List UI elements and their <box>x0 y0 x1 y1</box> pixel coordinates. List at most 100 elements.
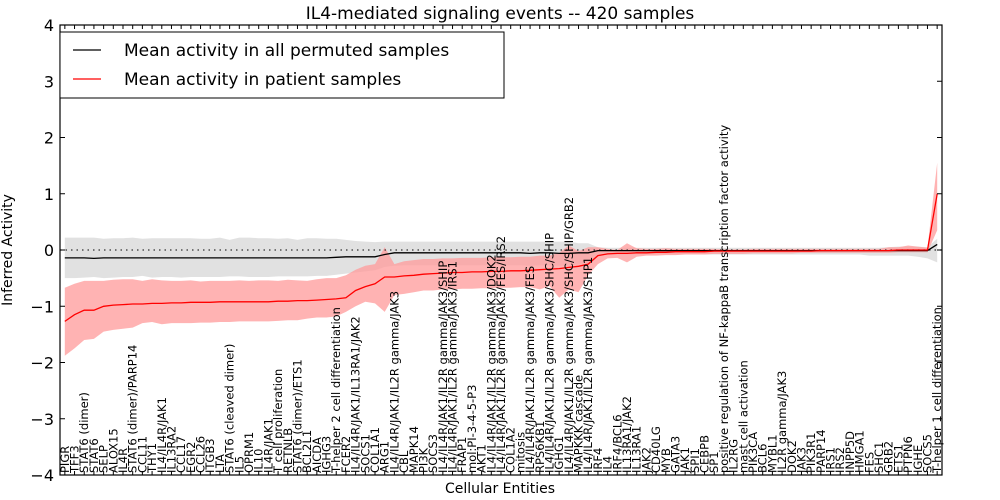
entity-label: CBL <box>397 450 411 473</box>
entity-label: PARP14 <box>814 429 828 473</box>
chart-title: IL4-mediated signaling events -- 420 sam… <box>306 4 695 24</box>
entity-label: DOK2 <box>785 440 799 473</box>
entity-label: FCER2 <box>339 436 353 473</box>
y-tick-label: −2 <box>30 354 54 373</box>
entity-label: TFF3 <box>68 445 82 474</box>
entity-label: IL2RG <box>727 439 741 473</box>
band-patient <box>64 162 938 356</box>
entity-label: IL10 <box>252 449 266 473</box>
entity-label: AICDA <box>310 437 324 473</box>
entity-label: IL4/IL4R/JAK1/IL2R gamma/JAK3/FES/IRS2 <box>494 236 508 473</box>
entity-label: IL4/IL4R/JAK1/IL2R gamma/JAK3/SHC/SHIP/G… <box>562 197 576 473</box>
entity-label: INPP5D <box>843 431 857 473</box>
entity-label: IGHG3 <box>320 436 334 473</box>
entity-label: COL1A2 <box>504 427 518 473</box>
entity-label: PIK3CA <box>746 432 760 473</box>
entity-label: ITGB3 <box>203 438 217 473</box>
y-tick-label: −1 <box>30 297 54 316</box>
entity-label: PIK3R1 <box>804 433 818 474</box>
entity-label: IL13RA1/JAK2 <box>620 396 634 473</box>
entity-label: IRF4/BCL6 <box>610 414 624 473</box>
entity-label: IGHG1 <box>552 436 566 473</box>
entity-label: RETNLB <box>281 428 295 473</box>
entity-label: IL13RA2 <box>165 426 179 473</box>
entity-label: STAT6 (cleaved dimer) <box>223 344 237 473</box>
entity-label: T-helper 2 cell differentiation <box>329 307 343 474</box>
legend-box <box>59 31 505 99</box>
entity-label: MYB <box>659 448 673 473</box>
y-tick-label: 0 <box>44 241 54 260</box>
entity-label: SPI1 <box>688 448 702 473</box>
entity-label: IGHE <box>911 445 925 473</box>
y-axis-label: Inferred Activity <box>0 194 16 306</box>
entity-label: CCL11 <box>135 436 149 473</box>
entity-label: COL1A1 <box>368 427 382 473</box>
y-tick-label: 1 <box>44 185 54 204</box>
y-tick-label: 4 <box>44 16 54 35</box>
entity-label: SELP <box>97 445 111 473</box>
entity-label: HMGA1 <box>853 430 867 473</box>
entity-label: BCL2L1 <box>300 430 314 473</box>
entity-label: SOCS3 <box>426 434 440 473</box>
y-tick-label: 2 <box>44 129 54 148</box>
entity-label: CD40LG <box>649 426 663 473</box>
entity-label: IL4/IL4R/JAK1/IL2R gamma/JAK3/SHP1 <box>581 257 595 473</box>
entity-label: RPS6KB1 <box>533 421 547 473</box>
x-axis-ticks <box>64 25 938 475</box>
entity-label: IL4R <box>116 448 130 473</box>
entity-label: IL4/IL4R/JAK1 <box>155 397 169 473</box>
entity-label: positive regulation of NF-kappaB transcr… <box>717 125 731 473</box>
entity-label: THY1 <box>145 443 159 474</box>
y-tick-label: −3 <box>30 410 54 429</box>
entity-label: GATA3 <box>669 436 683 473</box>
entity-label: JAK2 <box>639 447 653 474</box>
entity-label: CEBPB <box>698 435 712 473</box>
entity-label: IL5 <box>232 456 246 473</box>
entity-label: FRAP1 <box>455 437 469 473</box>
entity-label: FES <box>862 452 876 473</box>
entity-label: ETS1 <box>891 444 905 473</box>
legend-label-permuted: Mean activity in all permuted samples <box>124 41 449 61</box>
entity-label: GRB2 <box>882 441 896 473</box>
entity-label: JAK1 <box>678 447 692 474</box>
entity-label: PTPN6 <box>901 436 915 473</box>
entity-label: IRF4 <box>591 448 605 473</box>
x-axis-label: Cellular Entities <box>445 481 555 497</box>
entity-label: PIGR <box>58 446 72 473</box>
entity-label: MAPKKK cascade <box>572 375 586 473</box>
entity-label: IL4R/JAK1 <box>261 418 275 473</box>
entity-label: IL2R gamma/JAK3 <box>775 371 789 473</box>
legend: Mean activity in all permuted samples Me… <box>59 31 505 99</box>
entity-label: STAT6 (dimer) <box>77 392 91 473</box>
entity-label: IRS2 <box>833 447 847 473</box>
entity-label: IL4 <box>601 456 615 473</box>
entity-label: STAT6 (dimer)/PARP14 <box>126 345 140 473</box>
entity-label: MAPK14 <box>407 426 421 473</box>
entity-label: AKT1 <box>475 444 489 473</box>
entity-label: STAT6 (dimer)/ETS1 <box>291 359 305 473</box>
entity-label: CCL17 <box>174 436 188 473</box>
entity-label: IL4/IL4R/JAK1/IL13RA1/JAK2 <box>349 316 363 473</box>
entity-label: IL13RA1 <box>630 426 644 473</box>
entity-label: SOCS1 <box>358 434 372 473</box>
entity-label: OPRM1 <box>242 432 256 473</box>
entity-label: mast cell activation <box>736 360 750 473</box>
entity-label: T cell proliferation <box>271 369 285 474</box>
entity-label: mol:PI-3-4-5-P3 <box>465 385 479 473</box>
entity-label: IL4/IL4R/JAK1/IL2R gamma/JAK3/DOK2 <box>484 254 498 473</box>
entity-label: IL4/IL4R/JAK1/IL2R gamma/JAK3 <box>387 291 401 473</box>
entity-label: IL4/IL4R/JAK1/IL2R gamma/JAK3/SHC/SHIP <box>543 233 557 473</box>
entity-label: IL4/IL4R/JAK1/IL2R gamma/JAK3/FES <box>523 266 537 473</box>
entity-label: SOCS5 <box>921 434 935 473</box>
entity-label: BCL6 <box>756 444 770 473</box>
legend-label-patient: Mean activity in patient samples <box>124 70 401 90</box>
entity-label: IL4/IL4R/JAK1/IL2R gamma/JAK3/SHIP <box>436 261 450 473</box>
entity-label: T-helper 1 cell differentiation <box>930 307 944 474</box>
y-axis-ticks: 4 3 2 1 0 −1 −2 −3 −4 <box>30 16 942 485</box>
series-lines <box>64 193 938 322</box>
entity-label: ARG1 <box>378 441 392 473</box>
entity-label: JAK3 <box>795 447 809 474</box>
entity-label: IRS1 <box>824 447 838 473</box>
